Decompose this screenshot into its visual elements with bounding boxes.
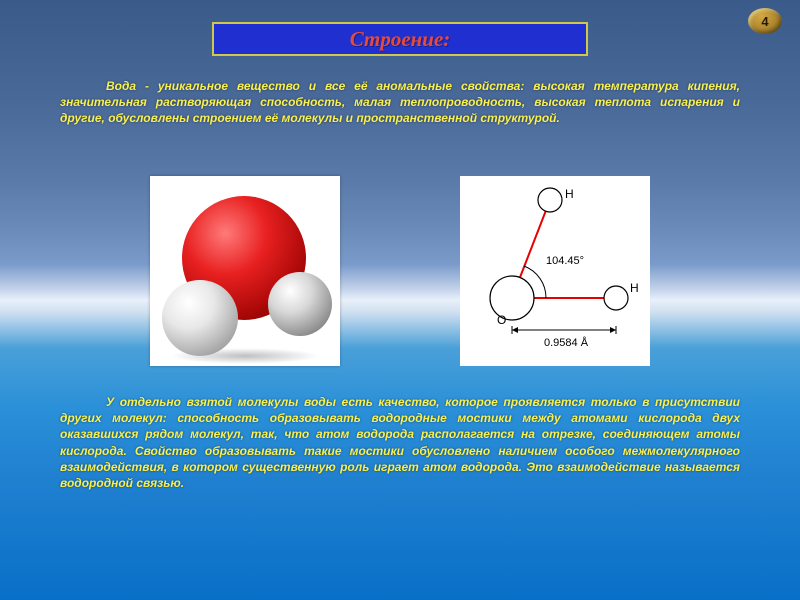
hydrogen-atom-3d-left [162,280,238,356]
angle-label: 104.45° [546,255,584,267]
paragraph-1-text: Вода - уникальное вещество и все её аном… [60,79,740,125]
hydrogen-right-atom-icon [604,286,628,310]
hydrogen-atom-3d-right [268,272,332,336]
paragraph-2-text: У отдельно взятой молекулы воды есть кач… [60,395,740,490]
molecule-diagram: O H H 104.45° 0.9584 Å [460,176,650,366]
image-row: O H H 104.45° 0.9584 Å [0,176,800,366]
diagram-svg: O H H 104.45° 0.9584 Å [460,176,650,366]
paragraph-2: У отдельно взятой молекулы воды есть кач… [60,394,740,491]
title-box: Строение: [212,22,588,56]
molecule-3d-image [150,176,340,366]
hydrogen-top-label: H [565,187,574,201]
bond-length-label: 0.9584 Å [544,336,589,349]
hydrogen-top-atom-icon [538,188,562,212]
dim-arrow-right [610,327,616,333]
slide-number: 4 [761,14,768,29]
slide-number-badge: 4 [748,8,782,34]
paragraph-1: Вода - уникальное вещество и все её аном… [60,78,740,127]
page-title: Строение: [350,27,451,52]
dim-arrow-left [512,327,518,333]
oxygen-label: O [497,313,506,327]
hydrogen-right-label: H [630,281,639,295]
